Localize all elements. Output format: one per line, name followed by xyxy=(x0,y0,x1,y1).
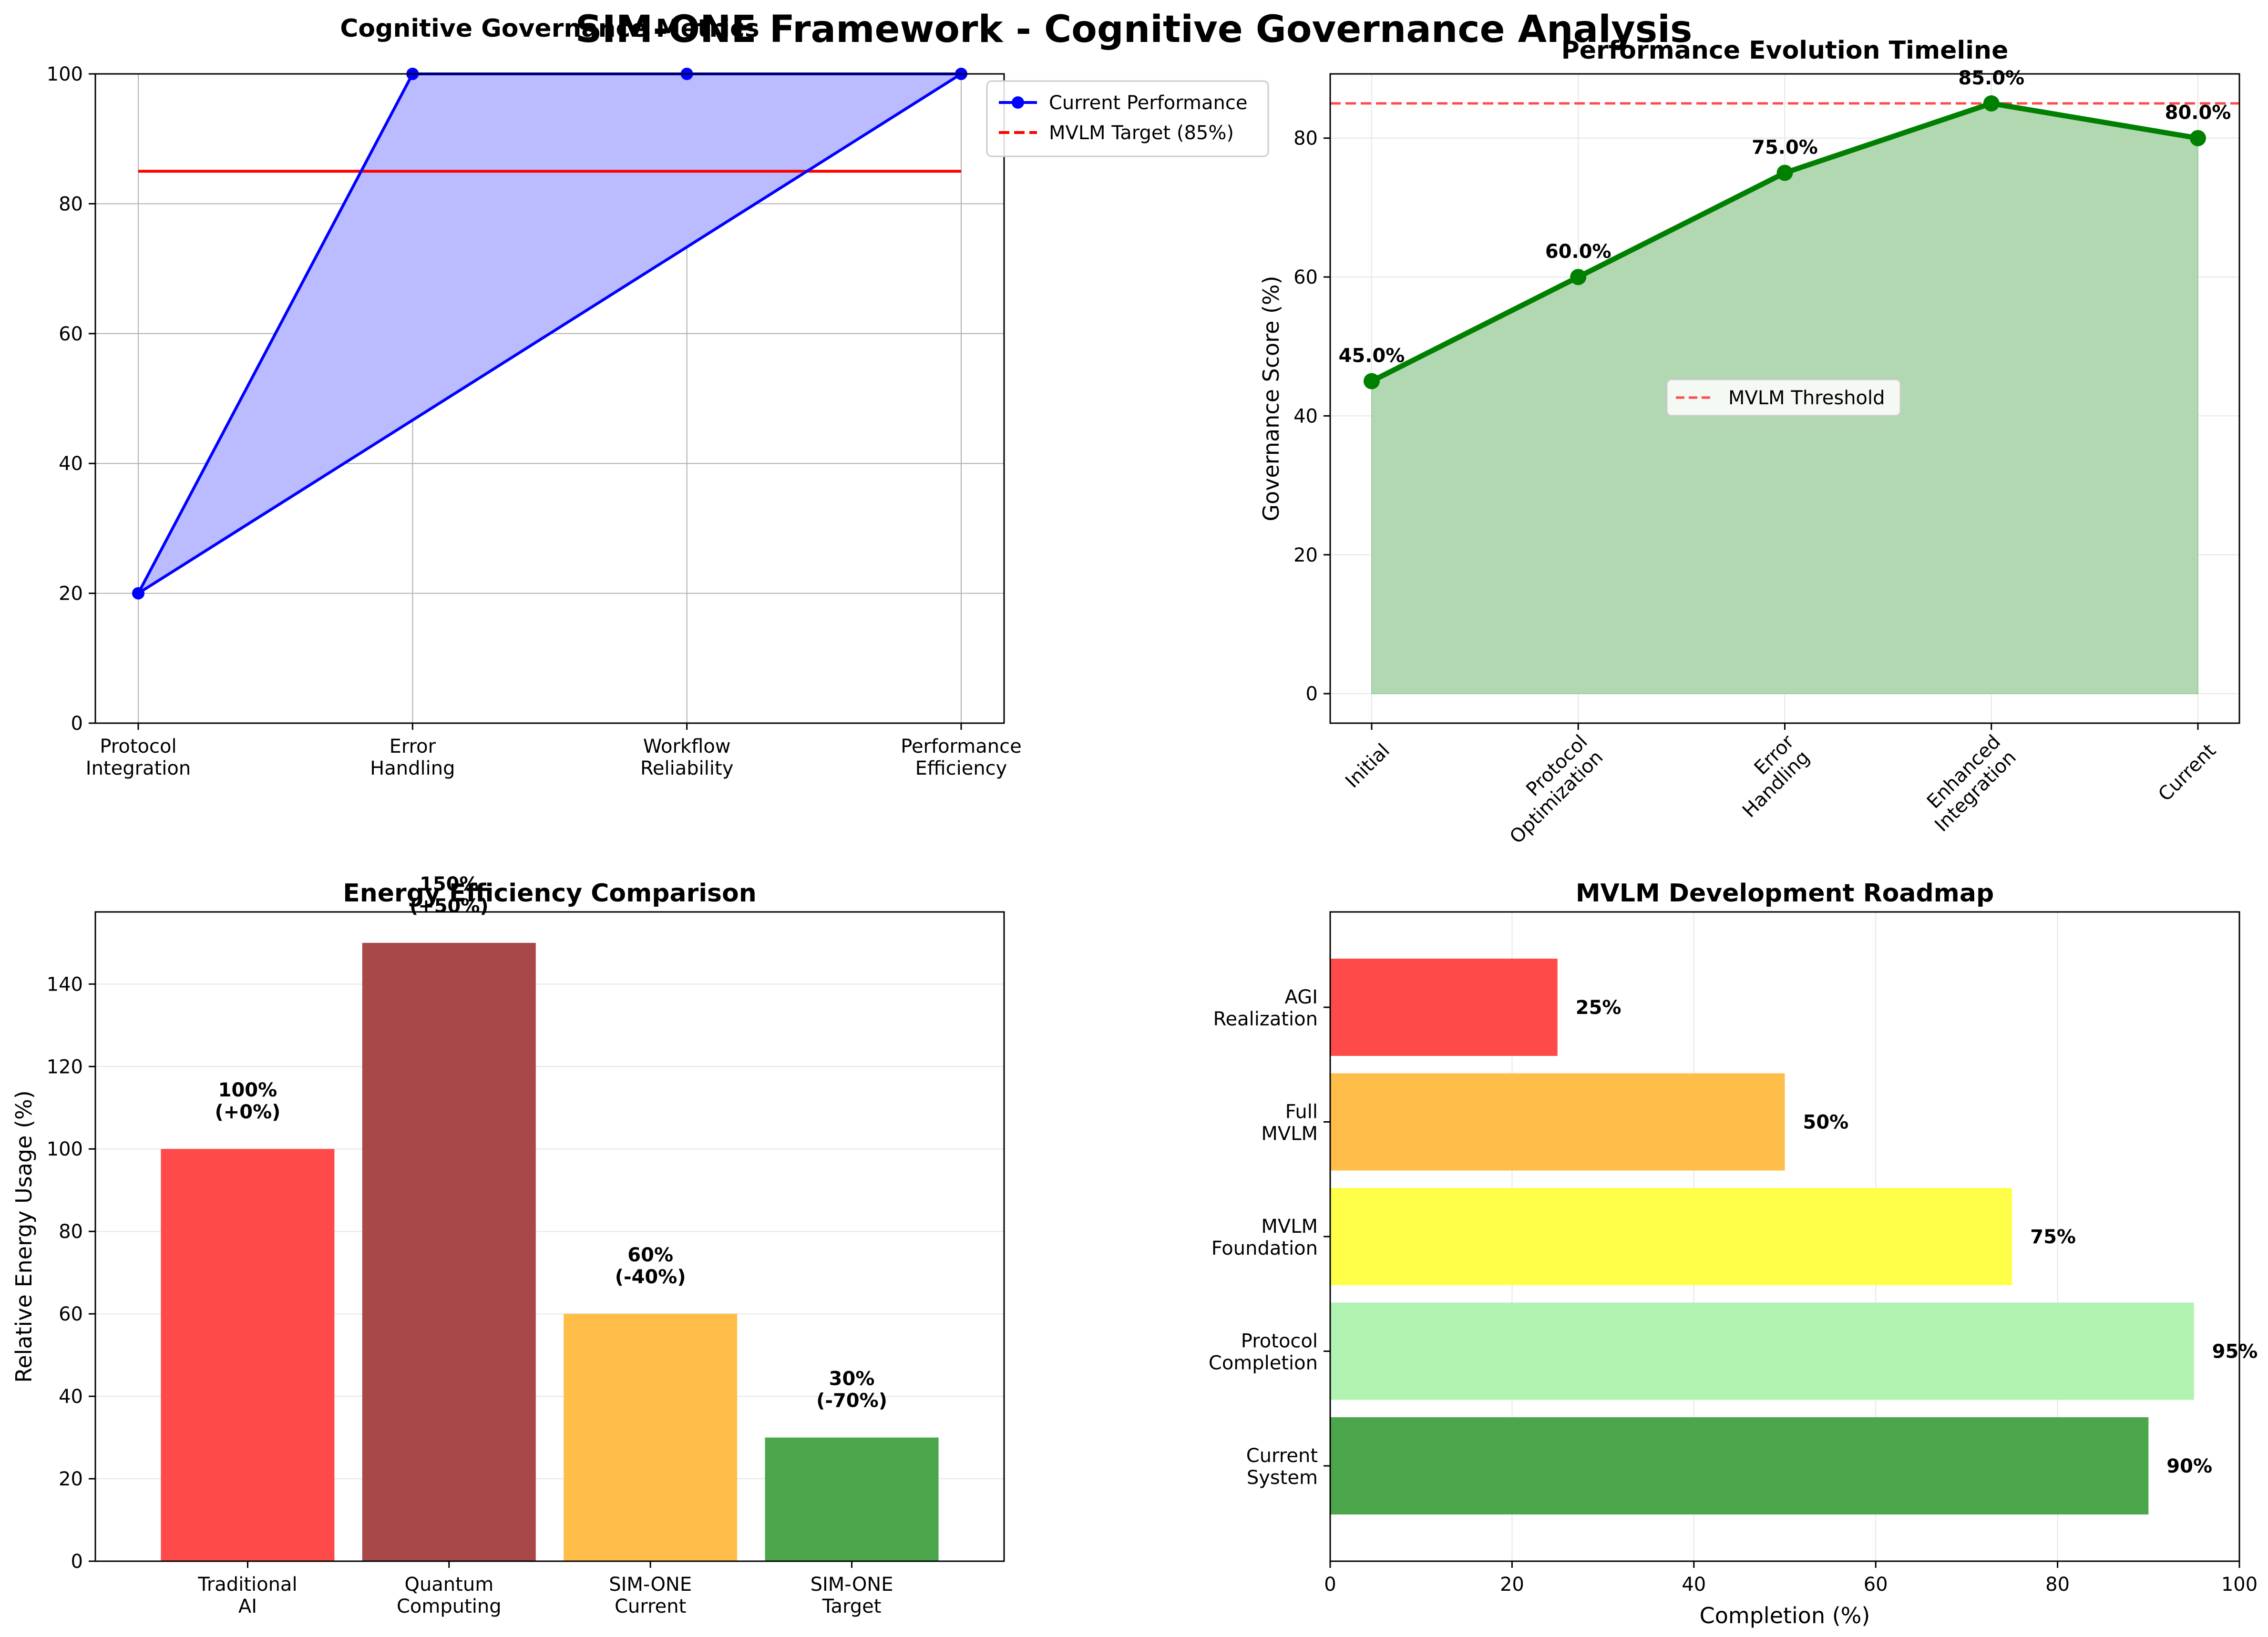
y-tick-label: 60 xyxy=(59,1303,83,1325)
legend-label-target: MVLM Target (85%) xyxy=(1049,122,1234,144)
chart-title: Cognitive Governance Metrics xyxy=(340,14,759,43)
data-label: 85.0% xyxy=(1958,67,2024,89)
y-tick-label: 100 xyxy=(47,63,83,85)
y-tick-label: MVLM Foundation xyxy=(1211,1216,1318,1259)
x-tick-label: 20 xyxy=(1500,1574,1524,1596)
x-tick-label: Protocol Integration xyxy=(86,736,191,779)
data-label: 45.0% xyxy=(1339,345,1405,367)
y-tick-label: 100 xyxy=(47,1138,83,1160)
y-tick-label: Full MVLM xyxy=(1261,1101,1318,1145)
bar xyxy=(564,1314,738,1561)
y-tick-label: 80 xyxy=(59,1221,83,1243)
y-tick-label: 60 xyxy=(1293,266,1318,288)
x-tick-label: Traditional AI xyxy=(197,1574,297,1617)
x-axis-label: Completion (%) xyxy=(1700,1603,1870,1628)
x-tick-label: Performance Efficiency xyxy=(901,736,1021,779)
y-tick-label: 0 xyxy=(1306,683,1318,705)
x-tick-label: 60 xyxy=(1864,1574,1888,1596)
y-tick-label: 20 xyxy=(59,583,83,605)
legend: MVLM Threshold xyxy=(1666,379,1901,417)
data-label: 50% xyxy=(1803,1112,1849,1134)
y-tick-label: AGI Realization xyxy=(1213,986,1318,1030)
x-tick-label: 40 xyxy=(1682,1574,1706,1596)
bar xyxy=(1330,1188,2012,1285)
data-label: 100% (+0%) xyxy=(215,1079,280,1123)
y-tick-label: 0 xyxy=(71,1551,83,1573)
data-label: 90% xyxy=(2166,1455,2212,1477)
x-tick-label: 0 xyxy=(1324,1574,1336,1596)
energy-efficiency-chart: 100% (+0%) 150% (+50%) 60% (-40%) 30% (-70%) 0 2… xyxy=(11,873,1005,1617)
y-tick-label: 40 xyxy=(59,453,83,475)
x-tick-label: SIM-ONE Target xyxy=(811,1574,893,1617)
governance-metrics-chart: 0 20 40 60 80 100 Protocol Integration Error Han… xyxy=(47,14,1269,779)
bar xyxy=(161,1149,335,1561)
data-label: 60% (-40%) xyxy=(615,1244,686,1288)
x-tick-label: 100 xyxy=(2221,1574,2258,1596)
data-label: 25% xyxy=(1576,997,1621,1019)
data-label: 150% (+50%) xyxy=(410,873,489,917)
data-label: 75.0% xyxy=(1752,137,1818,159)
data-label: 60.0% xyxy=(1545,241,1611,263)
data-point xyxy=(1364,373,1380,389)
chart-title: Energy Efficiency Comparison xyxy=(343,879,757,908)
legend-label-threshold: MVLM Threshold xyxy=(1728,387,1885,409)
chart-title: MVLM Development Roadmap xyxy=(1576,879,1994,908)
data-point xyxy=(132,587,144,600)
y-tick-label: 20 xyxy=(1293,544,1318,566)
plot-frame xyxy=(94,73,1005,724)
y-tick-label: 20 xyxy=(59,1468,83,1490)
y-tick-label: 80 xyxy=(1293,128,1318,150)
y-tick-label: Current System xyxy=(1246,1445,1318,1489)
y-tick-label: 140 xyxy=(47,973,83,995)
data-label: 80.0% xyxy=(2165,102,2231,124)
bar xyxy=(1330,1417,2149,1514)
bar xyxy=(765,1437,939,1561)
development-roadmap-chart: 90% 95% 75% 50% 25% Current System Protocol Com… xyxy=(1209,879,2258,1628)
data-point xyxy=(2190,130,2206,146)
x-tick-label: 80 xyxy=(2045,1574,2070,1596)
figure-suptitle: SIM-ONE Framework - Cognitive Governance… xyxy=(575,8,1693,51)
bar xyxy=(362,942,536,1561)
x-tick-label: SIM-ONE Current xyxy=(609,1574,692,1617)
bar xyxy=(1330,959,1558,1056)
x-tick-label: Workflow Reliability xyxy=(640,736,733,779)
legend-label-performance: Current Performance xyxy=(1049,92,1247,114)
bar xyxy=(1330,1073,1785,1171)
bar xyxy=(1330,1302,2194,1400)
y-axis-label: Governance Score (%) xyxy=(1258,276,1284,521)
data-label: 95% xyxy=(2212,1341,2258,1363)
data-label: 30% (-70%) xyxy=(816,1368,887,1412)
chart-title: Performance Evolution Timeline xyxy=(1561,36,2009,65)
data-point xyxy=(1570,269,1587,286)
y-tick-label: Protocol Completion xyxy=(1209,1330,1318,1374)
legend: Current Performance MVLM Target (85%) xyxy=(986,80,1269,157)
y-tick-label: 40 xyxy=(1293,405,1318,427)
data-label: 75% xyxy=(2030,1226,2076,1248)
y-tick-label: 120 xyxy=(47,1056,83,1078)
y-tick-label: 40 xyxy=(59,1386,83,1408)
data-point xyxy=(1776,164,1793,181)
y-axis-label: Relative Energy Usage (%) xyxy=(11,1090,37,1382)
data-point xyxy=(1983,95,2000,112)
y-tick-label: 60 xyxy=(59,323,83,345)
y-tick-label: 80 xyxy=(59,193,83,215)
y-tick-label: 0 xyxy=(71,713,83,735)
x-tick-label: Quantum Computing xyxy=(397,1574,502,1617)
plot-frame xyxy=(94,911,1005,1562)
legend-marker-performance xyxy=(1012,96,1024,109)
